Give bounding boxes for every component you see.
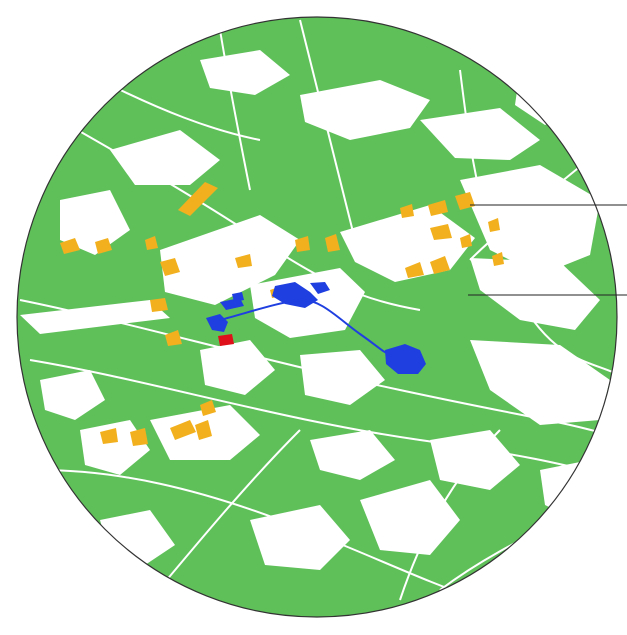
highlight-site [218, 334, 234, 346]
industrial-zones [206, 282, 426, 374]
conveyor-line [219, 298, 393, 357]
agricultural-parcels [60, 182, 504, 446]
boundary-circle [16, 16, 618, 618]
